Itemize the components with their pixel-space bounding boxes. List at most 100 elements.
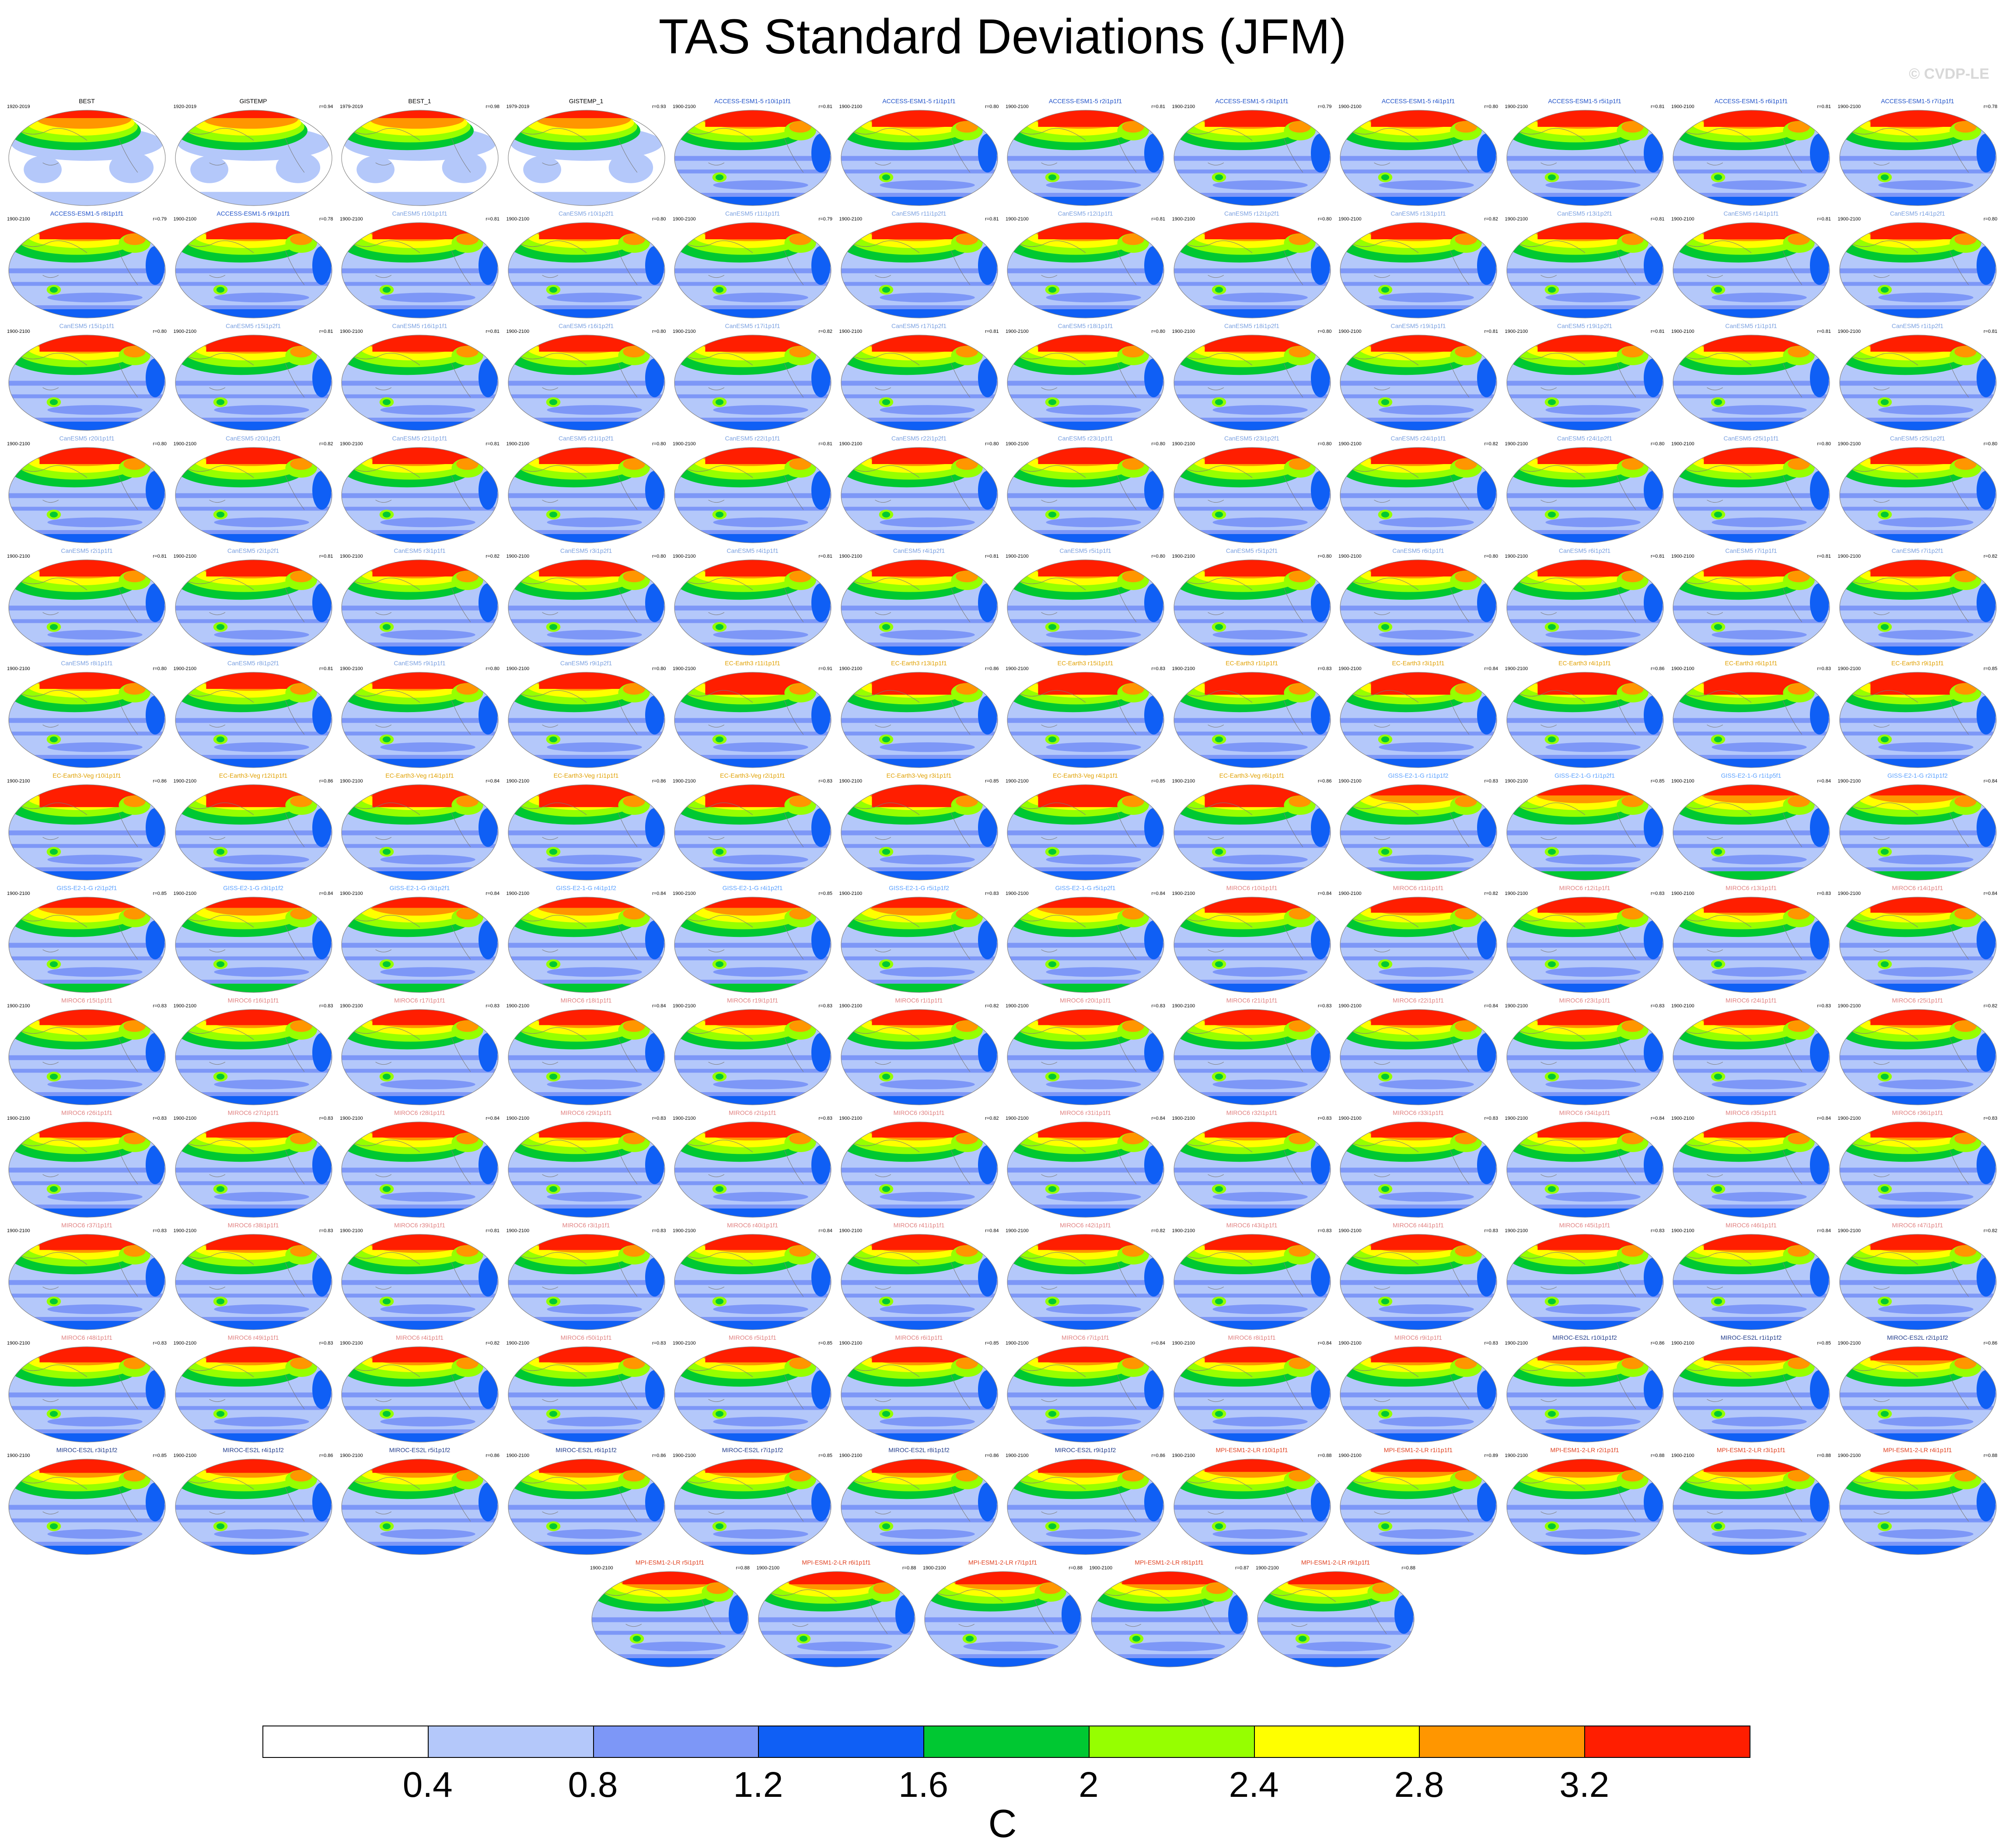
- panel-years: 1900-2100: [839, 329, 863, 334]
- global-map: [674, 559, 831, 656]
- global-map: [674, 1346, 831, 1443]
- panel-years: 1900-2100: [173, 1453, 197, 1458]
- panel-years: 1900-2100: [506, 1116, 530, 1121]
- panel-title: CanESM5 r21i1p1f1: [392, 435, 447, 442]
- map-panel: 1900-2100 MPI-ESM1-2-LR r7i1p1f1 r=0.88: [920, 1558, 1085, 1668]
- map-panel: 1900-2100 MPI-ESM1-2-LR r10i1p1f1 r=0.88: [1170, 1446, 1334, 1555]
- map-panel: 1900-2100 MIROC6 r8i1p1f1 r=0.84: [1170, 1334, 1334, 1443]
- global-map: [840, 1234, 998, 1330]
- panel-correlation: r=0.84: [1984, 891, 1998, 896]
- panel-years: 1920-2019: [173, 104, 197, 109]
- panel-title: MIROC-ES2L r9i1p1f2: [1055, 1446, 1116, 1453]
- panel-correlation: r=0.83: [319, 1116, 333, 1121]
- panel-correlation: r=0.88: [1069, 1565, 1083, 1571]
- panel-years: 1900-2100: [1671, 891, 1694, 896]
- global-map: [175, 1459, 332, 1555]
- panel-years: 1900-2100: [1837, 217, 1861, 222]
- global-map: [1673, 1234, 1830, 1330]
- panel-correlation: r=0.80: [652, 441, 666, 447]
- map-panel: 1900-2100 MIROC6 r19i1p1f1 r=0.83: [670, 996, 835, 1106]
- colorbar-swatch: [1088, 1726, 1255, 1758]
- global-map: [1340, 1009, 1497, 1105]
- global-map: [341, 110, 499, 206]
- panel-title: ACCESS-ESM1-5 r10i1p1f1: [714, 98, 791, 105]
- map-panel: 1900-2100 ACCESS-ESM1-5 r10i1p1f1 r=0.81: [670, 97, 835, 206]
- panel-correlation: r=0.81: [1817, 217, 1831, 222]
- panel-years: 1900-2100: [340, 666, 363, 671]
- panel-years: 1900-2100: [1006, 891, 1029, 896]
- panel-correlation: r=0.83: [1318, 1116, 1332, 1121]
- panel-title: MPI-ESM1-2-LR r7i1p1f1: [968, 1559, 1037, 1566]
- panel-years: 1900-2100: [7, 329, 30, 334]
- map-panel: 1900-2100 MIROC6 r1i1p1f1 r=0.82: [837, 996, 1002, 1106]
- map-panel: 1900-2100 GISS-E2-1-G r3i1p2f1 r=0.84: [337, 884, 502, 993]
- map-panel: 1900-2100 MIROC6 r18i1p1f1 r=0.84: [504, 996, 669, 1106]
- panel-years: 1900-2100: [340, 1341, 363, 1346]
- global-map: [175, 784, 332, 880]
- global-map: [507, 1459, 665, 1555]
- panel-title: EC-Earth3 r3i1p1f1: [1392, 660, 1445, 667]
- global-map: [8, 672, 166, 768]
- panel-title: CanESM5 r22i1p2f1: [891, 435, 947, 442]
- global-map: [341, 1009, 499, 1105]
- global-map: [674, 1459, 831, 1555]
- global-map: [1506, 222, 1664, 318]
- panel-title: CanESM5 r6i1p2f1: [1558, 547, 1611, 554]
- global-map: [674, 1234, 831, 1330]
- global-map: [8, 447, 166, 543]
- panel-title: MIROC6 r12i1p1f1: [1559, 884, 1610, 891]
- global-map: [840, 784, 998, 880]
- map-panel: 1900-2100 CanESM5 r21i1p1f1 r=0.81: [337, 434, 502, 544]
- panel-years: 1900-2100: [839, 779, 863, 784]
- panel-years: 1900-2100: [1172, 1453, 1195, 1458]
- panel-years: 1900-2100: [1172, 217, 1195, 222]
- panel-correlation: r=0.80: [1151, 554, 1166, 559]
- panel-title: MPI-ESM1-2-LR r5i1p1f1: [635, 1559, 705, 1566]
- panel-years: 1900-2100: [1006, 1341, 1029, 1346]
- panel-correlation: r=0.84: [486, 779, 500, 784]
- panel-title: MIROC-ES2L r1i1p1f2: [1720, 1334, 1782, 1341]
- panel-correlation: r=0.84: [985, 1228, 999, 1233]
- panel-years: 1900-2100: [839, 104, 863, 109]
- map-panel: 1900-2100 MIROC6 r6i1p1f1 r=0.85: [837, 1334, 1002, 1443]
- global-map: [1173, 784, 1331, 880]
- map-panel: 1900-2100 CanESM5 r13i1p1f1 r=0.82: [1336, 210, 1501, 319]
- panel-correlation: r=0.87: [1235, 1565, 1249, 1571]
- panel-title: MIROC6 r28i1p1f1: [394, 1109, 445, 1116]
- colorbar-swatch: [758, 1726, 925, 1758]
- panel-correlation: r=0.86: [652, 779, 666, 784]
- map-panel: 1900-2100 MIROC6 r22i1p1f1 r=0.84: [1336, 996, 1501, 1106]
- panel-correlation: r=0.78: [1984, 104, 1998, 109]
- panel-correlation: r=0.84: [486, 891, 500, 896]
- panel-correlation: r=0.80: [985, 104, 999, 109]
- panel-title: MIROC6 r29i1p1f1: [560, 1109, 612, 1116]
- panel-title: MIROC6 r48i1p1f1: [61, 1334, 112, 1341]
- global-map: [341, 447, 499, 543]
- panel-correlation: r=0.82: [1984, 554, 1998, 559]
- global-map: [674, 784, 831, 880]
- map-panel: 1900-2100 CanESM5 r4i1p2f1 r=0.81: [837, 547, 1002, 656]
- panel-title: MIROC6 r34i1p1f1: [1559, 1109, 1610, 1116]
- map-panel: 1900-2100 CanESM5 r16i1p2f1 r=0.80: [504, 322, 669, 431]
- map-panel: 1900-2100 MIROC6 r27i1p1f1 r=0.83: [171, 1109, 336, 1218]
- panel-correlation: r=0.81: [1151, 104, 1166, 109]
- panel-years: 1900-2100: [1505, 1453, 1528, 1458]
- panel-years: 1900-2100: [756, 1565, 780, 1571]
- panel-years: 1900-2100: [1671, 329, 1694, 334]
- panel-title: CanESM5 r8i1p2f1: [227, 660, 279, 667]
- panel-correlation: r=0.81: [1484, 329, 1499, 334]
- map-panel: 1900-2100 CanESM5 r1i1p2f1 r=0.81: [1835, 322, 2000, 431]
- map-panel: 1900-2100 CanESM5 r11i1p1f1 r=0.79: [670, 210, 835, 319]
- panel-years: 1900-2100: [1338, 1453, 1362, 1458]
- panel-title: CanESM5 r22i1p1f1: [725, 435, 780, 442]
- panel-correlation: r=0.81: [985, 554, 999, 559]
- map-panel: 1900-2100 MIROC6 r7i1p1f1 r=0.84: [1003, 1334, 1168, 1443]
- global-map: [1673, 447, 1830, 543]
- global-map: [341, 1121, 499, 1218]
- panel-correlation: r=0.80: [1484, 554, 1499, 559]
- global-map: [175, 897, 332, 993]
- panel-title: ACCESS-ESM1-5 r2i1p1f1: [1048, 98, 1122, 105]
- map-panel: 1900-2100 EC-Earth3-Veg r2i1p1f1 r=0.83: [670, 772, 835, 881]
- panel-title: CanESM5 r15i1p2f1: [225, 322, 281, 329]
- panel-correlation: r=0.83: [319, 1003, 333, 1009]
